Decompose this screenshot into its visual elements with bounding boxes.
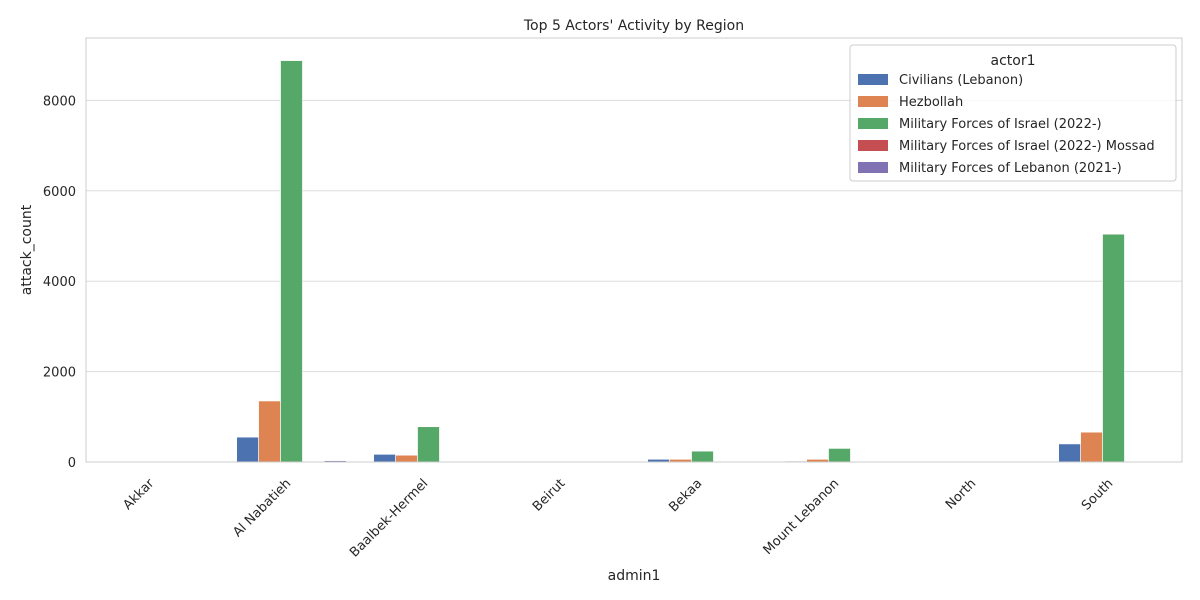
legend-label: Military Forces of Israel (2022-) Mossad [899, 139, 1155, 154]
legend-swatch [858, 96, 888, 107]
bar [1080, 431, 1103, 463]
legend-label: Military Forces of Lebanon (2021-) [899, 161, 1122, 176]
legend-swatch [858, 162, 888, 173]
bar [828, 448, 851, 463]
legend-swatch [858, 140, 888, 151]
x-tick-label: North [943, 476, 979, 512]
bar [373, 454, 396, 463]
x-tick-label: Baalbek-Hermel [347, 476, 431, 560]
x-axis-label: admin1 [608, 568, 661, 584]
x-tick-label: Al Nabatieh [230, 476, 294, 540]
legend-label: Civilians (Lebanon) [899, 73, 1023, 88]
x-tick-label: South [1079, 476, 1116, 513]
bar [395, 454, 418, 463]
x-tick-label: Bekaa [666, 476, 705, 515]
y-tick-label: 2000 [43, 366, 76, 381]
chart-title: Top 5 Actors' Activity by Region [523, 18, 744, 34]
bar [417, 426, 440, 463]
bar [691, 450, 714, 463]
x-tick-label: Beirut [530, 476, 568, 514]
plot-frame [85, 37, 1183, 463]
bar [280, 60, 303, 463]
legend-box [849, 44, 1177, 182]
bar [1102, 233, 1125, 463]
legend-label: Military Forces of Israel (2022-) [899, 117, 1102, 132]
bar [1058, 443, 1081, 463]
legend-title: actor1 [991, 53, 1036, 69]
legend-swatch [858, 74, 888, 85]
y-tick-label: 4000 [43, 275, 76, 290]
bar [236, 436, 259, 463]
x-tick-label: Mount Lebanon [761, 476, 843, 558]
bar [258, 400, 281, 463]
legend: actor1 Civilians (Lebanon) Hezbollah Milit… [849, 44, 1177, 182]
y-tick-label: 0 [68, 456, 76, 471]
x-tick-label: Akkar [121, 476, 158, 513]
legend-items: Civilians (Lebanon) Hezbollah Military For… [858, 73, 1155, 176]
y-tick-label: 6000 [43, 185, 76, 200]
y-tick-label: 8000 [43, 94, 76, 109]
y-axis-label: attack_count [19, 204, 35, 295]
legend-label: Hezbollah [899, 95, 963, 110]
legend-swatch [858, 118, 888, 129]
